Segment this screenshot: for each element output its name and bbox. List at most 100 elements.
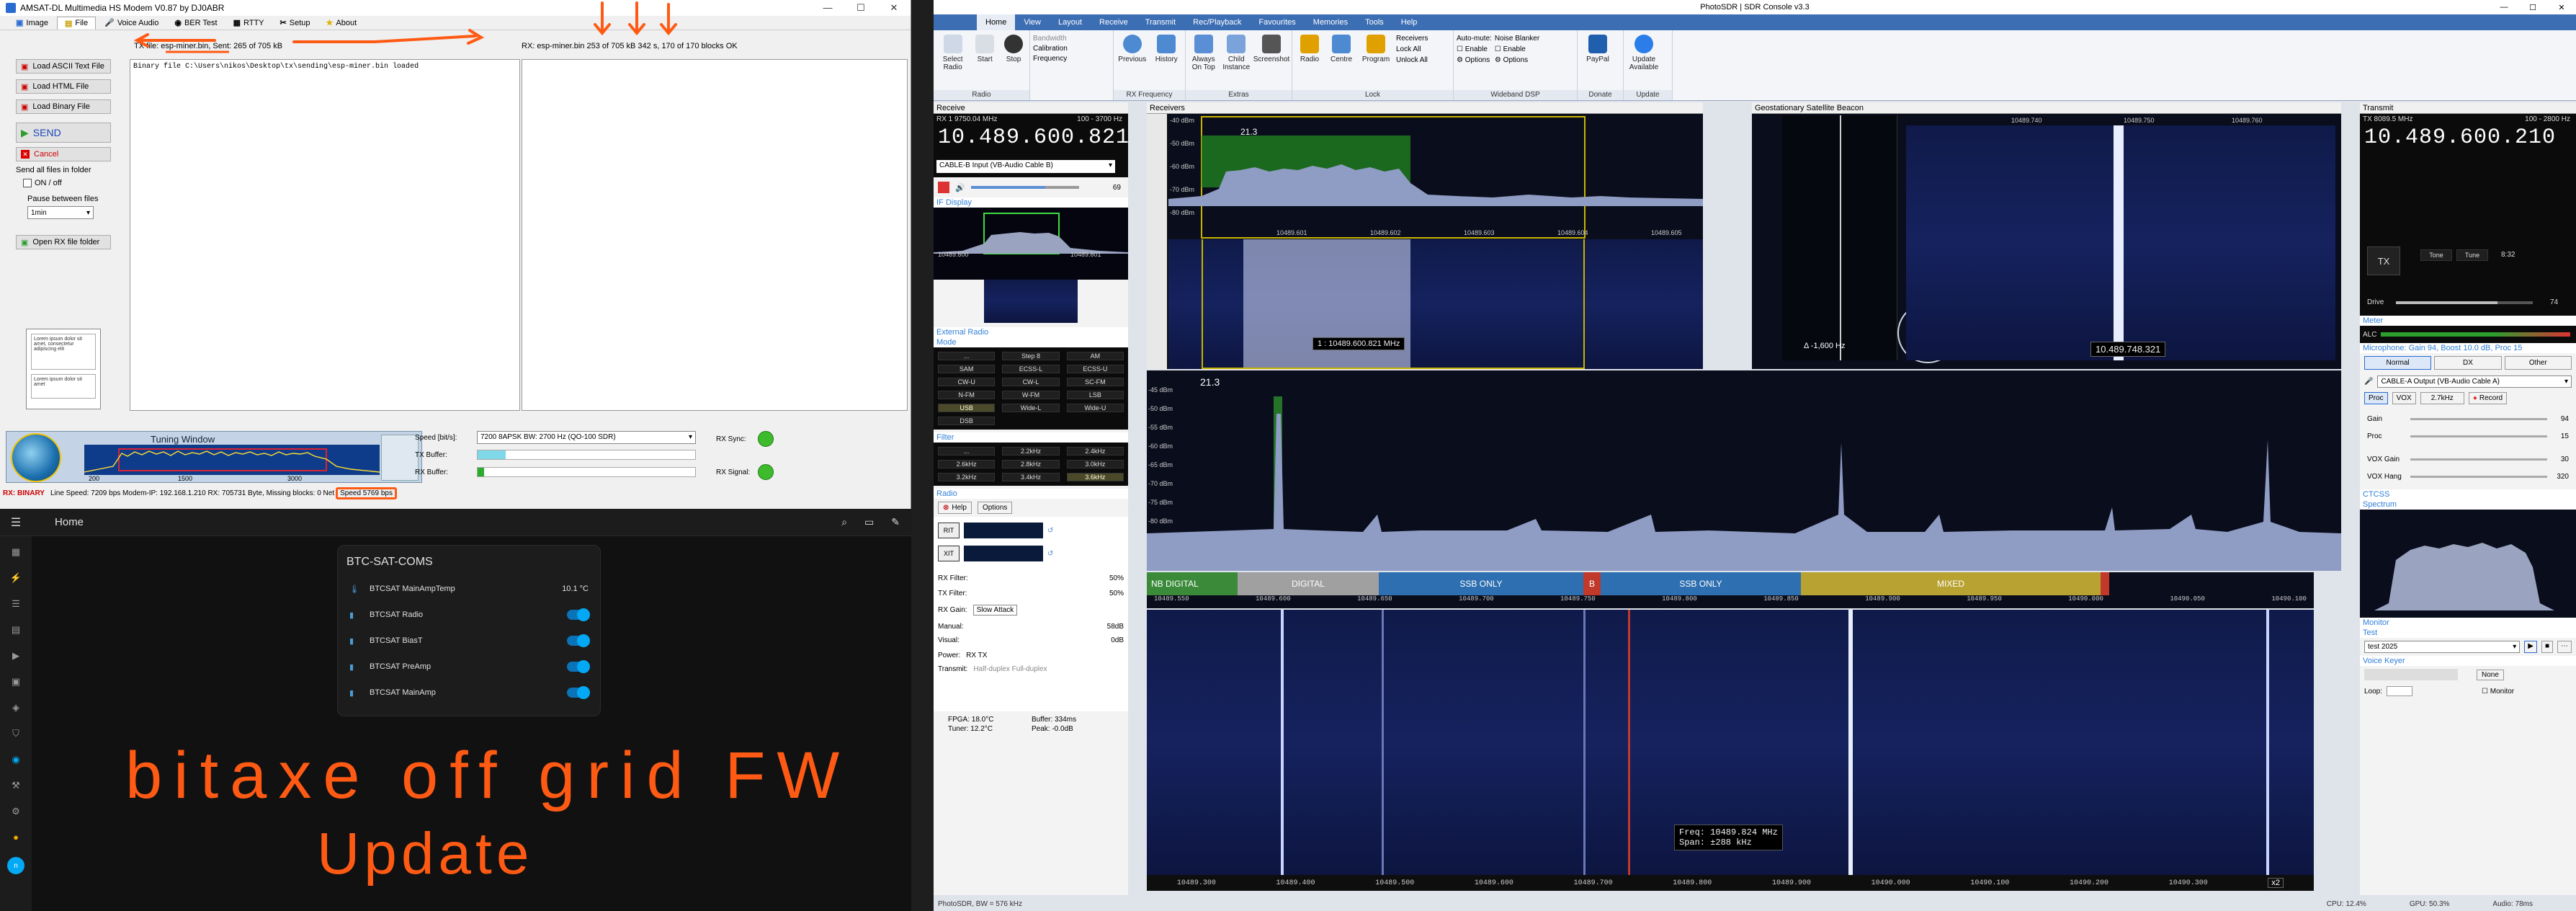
tools-icon[interactable]: ⚒ (12, 780, 20, 791)
filter-option[interactable]: 3.0kHz (1066, 460, 1124, 468)
tab-voice-audio[interactable]: 🎤 Voice Audio (104, 18, 159, 28)
tx-filter-slider[interactable] (973, 590, 1104, 597)
history-button[interactable]: History (1151, 35, 1183, 63)
tab-memories[interactable]: Memories (1312, 18, 1349, 27)
hacs-icon[interactable]: ◈ (12, 702, 19, 713)
entity-row-biast[interactable]: ▮ BTCSAT BiasT (338, 628, 600, 654)
tab-ber-test[interactable]: ◉ BER Test (174, 18, 218, 28)
reset-icon[interactable]: ↺ (1047, 526, 1054, 535)
cancel-button[interactable]: ✕ Cancel (16, 147, 111, 161)
entity-row-mainamp[interactable]: ▮ BTCSAT MainAmp (338, 680, 600, 706)
mode-n-fm[interactable]: N-FM (938, 391, 996, 399)
mute-icon[interactable] (938, 182, 949, 193)
band-segment-digital[interactable]: DIGITAL (1238, 572, 1379, 595)
filter-more[interactable]: ... (938, 447, 996, 456)
tab-file[interactable]: ▤ File (56, 16, 97, 30)
tab-receive[interactable]: Receive (1099, 18, 1128, 27)
dev-icon[interactable]: ⚙ (12, 806, 20, 817)
tab-rec-playback[interactable]: Rec/Playback (1193, 18, 1242, 27)
rit-button[interactable]: RIT (938, 523, 960, 538)
auto-mute-enable[interactable]: ☐ Enable (1457, 45, 1488, 53)
filter-option[interactable]: 2.6kHz (938, 460, 996, 468)
filter-option[interactable]: 2.4kHz (1066, 447, 1124, 456)
load-html-button[interactable]: ▣ Load HTML File (16, 79, 111, 94)
lock-radio-button[interactable]: Radio (1295, 35, 1324, 63)
logbook-icon[interactable]: ☰ (12, 598, 20, 609)
tab-view[interactable]: View (1024, 18, 1041, 27)
visual-slider[interactable] (965, 636, 1105, 644)
tune-button[interactable]: Tune (2456, 249, 2488, 261)
vox-select[interactable]: 2.7kHz (2420, 392, 2464, 404)
receivers-waterfall[interactable]: 1 : 10489.600.821 MHz (1168, 239, 1703, 369)
maximize-icon[interactable]: ☐ (857, 2, 865, 13)
power-options[interactable]: RX TX (966, 652, 988, 659)
assist-icon[interactable]: ▭ (864, 516, 875, 528)
mode-wide-l[interactable]: Wide-L (1002, 404, 1060, 412)
reset-icon[interactable]: ↺ (1047, 549, 1054, 558)
vox-gain-slider[interactable] (2410, 458, 2547, 461)
pause-select[interactable]: 1min ▾ (27, 206, 94, 219)
rx-filter-slider[interactable] (974, 574, 1104, 582)
entity-row-mainamptemp[interactable]: 🌡 BTCSAT MainAmpTemp 10.1 °C (349, 585, 589, 594)
filter-option[interactable]: 3.4kHz (1002, 473, 1060, 481)
zoom-level[interactable]: x2 (2268, 878, 2284, 888)
maximize-icon[interactable]: ☐ (2529, 3, 2536, 12)
loop-select[interactable] (2387, 686, 2413, 696)
mic-tab-normal[interactable]: Normal (2364, 356, 2432, 370)
tx-frequency-display[interactable]: 10.489.600.210 (2364, 125, 2557, 150)
noise-blanker-enable[interactable]: ☐ Enable (1494, 45, 1526, 53)
mode-step[interactable]: Step 8 (1002, 352, 1060, 360)
stop-icon[interactable]: ■ (2541, 641, 2553, 653)
entity-row-radio[interactable]: ▮ BTCSAT Radio (338, 602, 600, 628)
tab-transmit[interactable]: Transmit (1145, 18, 1176, 27)
mode-lsb[interactable]: LSB (1066, 391, 1124, 399)
menu-icon[interactable]: ☰ (10, 516, 22, 529)
tab-about[interactable]: ★ About (326, 18, 357, 28)
xit-button[interactable]: XIT (938, 546, 960, 561)
band-segment-nb-digital[interactable]: NB DIGITAL (1147, 572, 1238, 595)
frequency-button[interactable]: Frequency (1033, 55, 1068, 63)
overview-icon[interactable]: ▦ (11, 546, 21, 557)
previous-button[interactable]: Previous (1117, 35, 1148, 63)
band-segment-ssb-only-2[interactable]: SSB ONLY (1601, 572, 1801, 595)
energy-icon[interactable]: ⚡ (9, 572, 22, 583)
play-icon[interactable]: ▶ (2524, 641, 2537, 653)
close-icon[interactable]: ✕ (2558, 3, 2565, 12)
tab-rtty[interactable]: ▦ RTTY (233, 18, 264, 28)
manual-slider[interactable] (970, 623, 1101, 631)
open-rx-folder-button[interactable]: ▣ Open RX file folder (16, 235, 111, 249)
start-button[interactable]: Start (972, 35, 998, 63)
help-button[interactable]: ⊗ Help (938, 502, 972, 514)
xit-display[interactable] (964, 546, 1043, 561)
calibration-button[interactable]: Calibration (1033, 45, 1068, 53)
tab-help[interactable]: Help (1400, 18, 1418, 27)
close-icon[interactable]: ✕ (890, 2, 898, 13)
band-segment-mixed[interactable]: MIXED (1801, 572, 2101, 595)
mic-tab-dx[interactable]: DX (2434, 356, 2502, 370)
notifications-icon[interactable]: ● (13, 832, 19, 843)
tab-tools[interactable]: Tools (1365, 18, 1384, 27)
vox-hang-slider[interactable] (2410, 475, 2547, 478)
options-button[interactable]: Options (977, 502, 1013, 514)
speed-select[interactable]: 7200 8APSK BW: 2700 Hz (QO-100 SDR) ▾ (477, 431, 696, 444)
mode-wide-u[interactable]: Wide-U (1066, 404, 1124, 412)
tx-text-area[interactable]: Binary file C:\Users\nikos\Desktop\tx\se… (130, 59, 520, 411)
rit-display[interactable] (964, 523, 1043, 538)
stop-button[interactable]: Stop (1001, 35, 1027, 63)
tab-image[interactable]: ▣ Image (16, 18, 48, 28)
load-ascii-button[interactable]: ▣ Load ASCII Text File (16, 59, 111, 74)
mode-ecss-l[interactable]: ECSS-L (1002, 365, 1060, 373)
none-select[interactable]: None (2477, 669, 2504, 680)
history-icon[interactable]: ▤ (11, 624, 21, 635)
filter-option[interactable]: 2.8kHz (1002, 460, 1060, 468)
monitor-checkbox[interactable]: ☐ Monitor (2482, 687, 2515, 696)
tuning-window[interactable]: Tuning Window 200 1500 3000 (6, 431, 422, 483)
mainamp-toggle[interactable] (567, 686, 590, 699)
load-binary-button[interactable]: ▣ Load Binary File (16, 99, 111, 114)
speaker-icon[interactable]: 🔊 (955, 183, 965, 192)
transmit-options[interactable]: Half-duplex Full-duplex (973, 665, 1047, 673)
audio-input-select[interactable]: CABLE-B Input (VB-Audio Cable B) ▾ (936, 160, 1115, 173)
volume-slider[interactable] (970, 186, 1079, 189)
minimize-icon[interactable]: — (2500, 2, 2508, 12)
biast-toggle[interactable] (567, 634, 590, 647)
